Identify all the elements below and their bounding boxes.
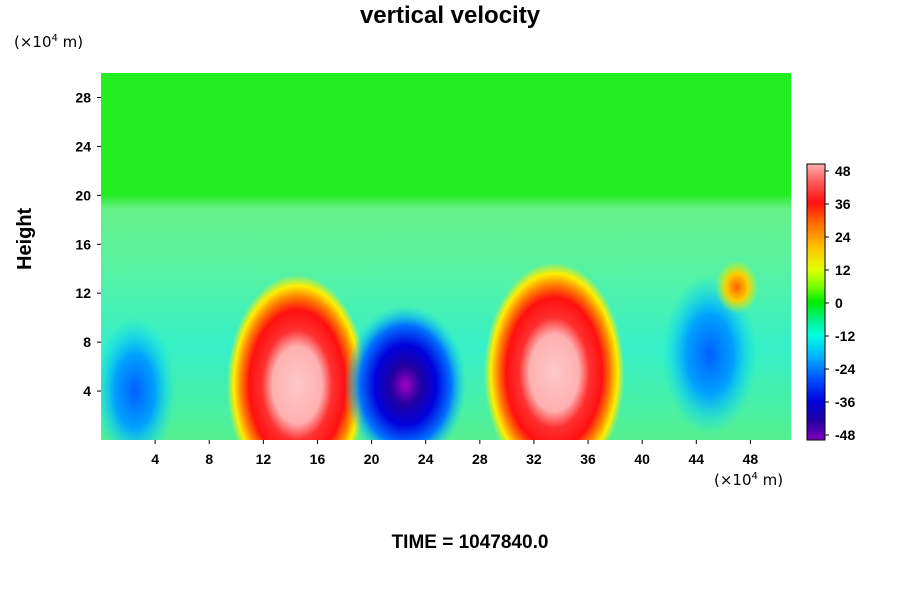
colorbar-tick-label: 12 — [835, 262, 851, 278]
velocity-cell-4 — [101, 317, 176, 440]
time-label: TIME = 1047840.0 — [391, 532, 549, 553]
x-tick-label: 20 — [364, 451, 380, 467]
colorbar-tick-label: 48 — [835, 163, 851, 179]
x-tick-label: 24 — [418, 451, 434, 467]
y-axis: 4 8 12 16 20 24 28 — [75, 89, 101, 399]
y-tick-label: 12 — [75, 285, 91, 301]
colorbar-tick-label: 24 — [835, 229, 851, 245]
colorbar-tick-label: 0 — [835, 295, 843, 311]
colorbar-tick-label: 36 — [835, 196, 851, 212]
y-tick-label: 16 — [75, 236, 91, 252]
x-tick-label: 48 — [743, 451, 759, 467]
x-tick-label: 36 — [580, 451, 596, 467]
colorbar-tick-label: -24 — [835, 361, 855, 377]
y-tick-label: 20 — [75, 187, 91, 203]
colorbar-tick-label: -36 — [835, 394, 855, 410]
colorbar-ticks: 48 36 24 12 0 -12 -24 -36 -48 — [825, 163, 855, 443]
chart-title: vertical velocity — [359, 2, 541, 29]
velocity-field — [101, 260, 759, 440]
velocity-cell-1 — [483, 262, 625, 440]
colorbar — [806, 163, 826, 441]
x-axis: 4 8 12 16 20 24 28 32 36 40 44 48 — [151, 440, 758, 467]
velocity-cell-3 — [662, 274, 758, 434]
y-tick-label: 24 — [75, 138, 91, 154]
x-tick-label: 32 — [526, 451, 542, 467]
velocity-cell-2 — [344, 305, 467, 440]
y-tick-label: 8 — [83, 334, 91, 350]
y-tick-label: 4 — [83, 383, 91, 399]
x-tick-label: 28 — [472, 451, 488, 467]
y-tick-label: 28 — [75, 89, 91, 105]
x-tick-label: 16 — [310, 451, 326, 467]
colorbar-tick-label: -12 — [835, 328, 855, 344]
velocity-cell-0 — [226, 274, 368, 440]
x-tick-label: 40 — [634, 451, 650, 467]
x-tick-label: 8 — [205, 451, 213, 467]
velocity-cell-5 — [715, 260, 759, 314]
x-unit-label: (×104 m) — [714, 471, 784, 489]
colorbar-tick-label: -48 — [835, 427, 855, 443]
x-tick-label: 44 — [689, 451, 705, 467]
y-unit-label: (×104 m) — [14, 33, 84, 51]
x-tick-label: 4 — [151, 451, 159, 467]
x-tick-label: 12 — [256, 451, 272, 467]
